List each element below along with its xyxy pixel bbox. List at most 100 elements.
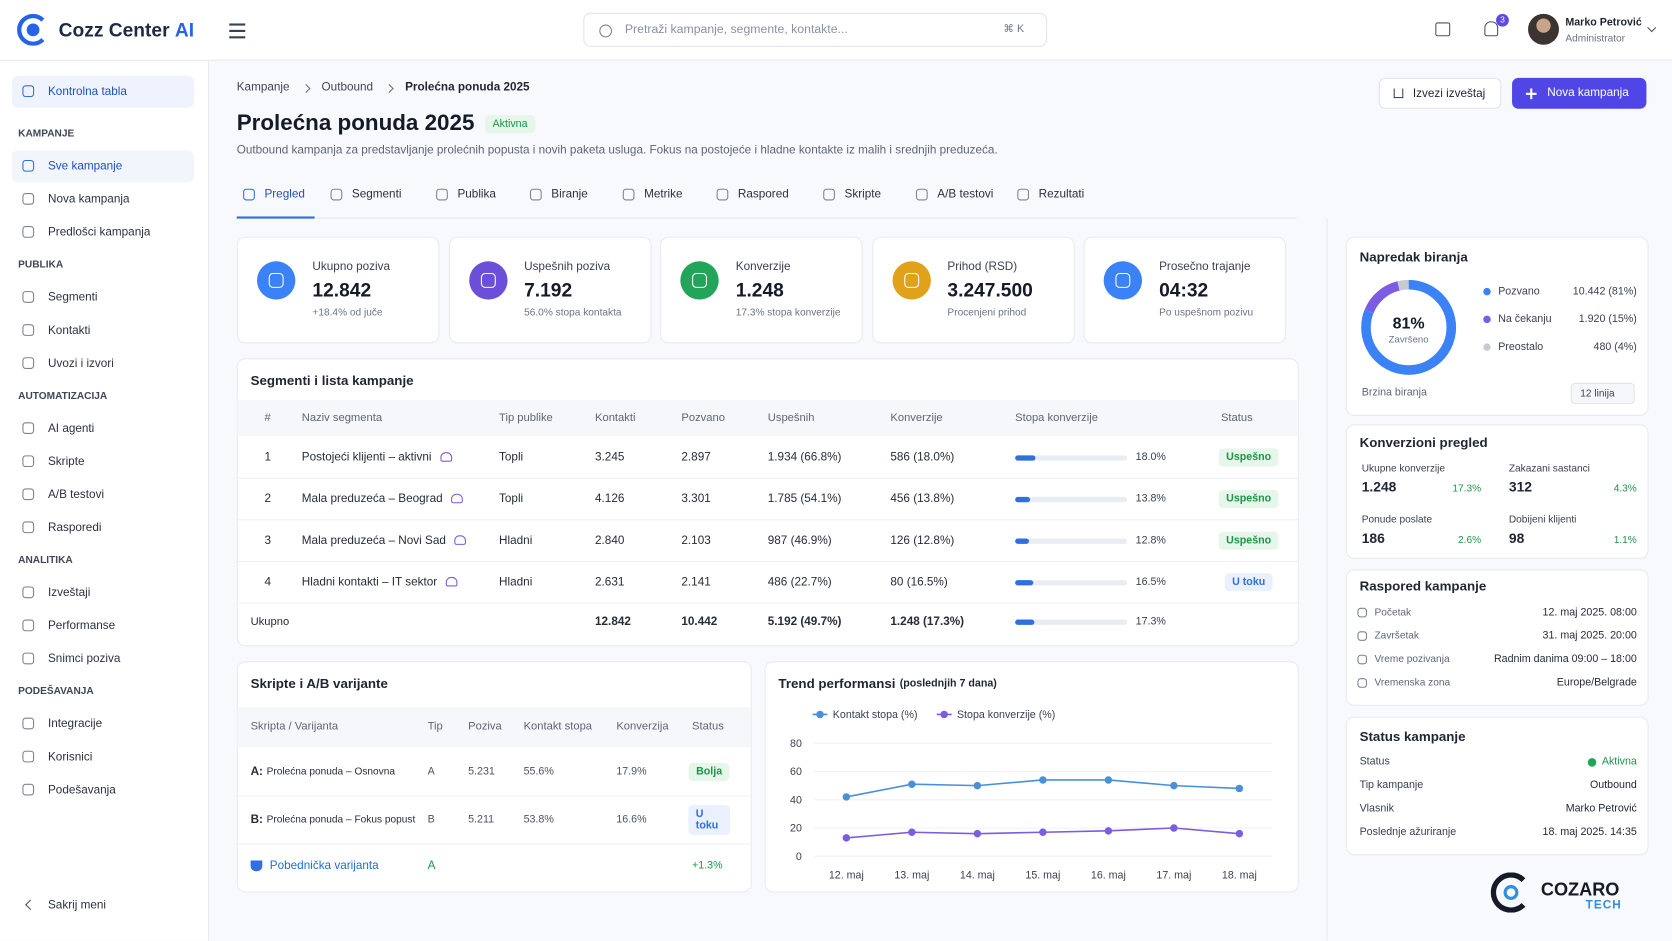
nav-item[interactable]: Kontrolna tabla (11, 75, 195, 108)
kpi-card: Prosečno trajanje 04:32 Po uspešnom pozivu (1083, 236, 1286, 344)
kpi-card: Konverzije 1.248 17.3% stopa konverzije (660, 236, 863, 344)
variant-name: Prolećna ponuda – Fokus popust (266, 814, 416, 826)
tab[interactable]: Rezultati (1038, 187, 1085, 201)
nav-item[interactable]: Snimci poziva (12, 643, 194, 675)
user-role: Administrator (1565, 33, 1626, 45)
nav-icon (22, 783, 35, 796)
schedule-label: Vreme pozivanja (1374, 653, 1450, 666)
nav-item[interactable]: A/B testovi (12, 479, 194, 511)
column-header: Kontakti (595, 411, 636, 425)
status-label: Poslednje ažuriranje (1359, 826, 1457, 839)
cell: 2.840 (595, 534, 625, 548)
kpi-icon (1103, 261, 1143, 300)
nav-icon (22, 652, 35, 665)
kpi-label: Ukupno poziva (312, 260, 391, 273)
nav-item[interactable]: Kontakti (12, 315, 194, 347)
breadcrumb-sep (384, 83, 394, 94)
nav-item[interactable]: Izveštaji (12, 577, 194, 609)
cell: 987 (46.9%) (767, 534, 832, 548)
segments-card: Segmenti i lista kampanje # Naziv segmenta… (236, 358, 1299, 647)
nav-item[interactable]: Uvozi i izvori (12, 348, 194, 380)
row-border (237, 519, 1298, 521)
tab[interactable]: Raspored (737, 187, 789, 201)
nav-item[interactable]: Performanse (12, 610, 194, 642)
legend-dot (1483, 343, 1491, 351)
tab-icon (915, 188, 928, 201)
notification-count: 3 (1496, 13, 1509, 27)
cell: 3.301 (681, 492, 711, 506)
tab[interactable]: Pregled (264, 187, 305, 201)
new-campaign-button[interactable]: Nova kampanja (1512, 77, 1647, 109)
tab[interactable]: A/B testovi (937, 187, 994, 201)
rate-label: 12.8% (1135, 534, 1166, 547)
nav-item[interactable]: Sve kampanje (11, 150, 195, 183)
variant-name: Prolećna ponuda – Osnovna (266, 766, 395, 778)
nav-item[interactable]: Korisnici (12, 741, 194, 773)
total-label: Ukupno (250, 615, 290, 629)
footer-logo-ring (1490, 872, 1532, 913)
nav-item[interactable]: AI agenti (12, 413, 194, 445)
kpi-icon-glyph (268, 272, 284, 288)
rate-track (1015, 496, 1128, 502)
export-button[interactable]: Izvezi izveštaj (1378, 77, 1502, 109)
nav-item[interactable]: Integracije (12, 708, 194, 740)
bell-icon[interactable] (1484, 21, 1499, 37)
nav-item[interactable]: Podešavanja (12, 774, 194, 806)
rate-bar (1015, 537, 1030, 544)
tab[interactable]: Metrike (644, 187, 683, 201)
nav-section-title: KAMPANJE (18, 127, 75, 140)
nav-item[interactable]: Nova kampanja (12, 183, 194, 215)
search-placeholder: Pretraži kampanje, segmente, kontakte... (624, 23, 848, 37)
nav-item[interactable]: Predlošci kampanja (12, 216, 194, 248)
card-title: Raspored kampanje (1359, 579, 1487, 594)
conversions-card: Konverzioni pregled Ukupne konverzije 1.24… (1345, 424, 1649, 559)
tab[interactable]: Segmenti (351, 187, 402, 201)
table-header (237, 399, 1298, 437)
legend-dot (1483, 315, 1491, 324)
column-header: Poziva (468, 719, 502, 733)
cell: 5.231 (468, 766, 495, 778)
nav-label: Izveštaji (47, 586, 91, 600)
cell: 2.141 (681, 575, 711, 589)
nav-item[interactable]: Segmenti (12, 282, 194, 314)
kpi-label: Prihod (RSD) (947, 260, 1018, 273)
search-box[interactable]: Pretraži kampanje, segmente, kontakte...… (583, 12, 1048, 47)
legend-name: Preostalo (1498, 341, 1544, 353)
nav-item[interactable]: Rasporedi (12, 512, 194, 544)
data-point (1104, 827, 1113, 835)
speed-select[interactable]: 12 linija (1570, 382, 1635, 405)
data-point (1039, 776, 1047, 784)
metric-change: 4.3% (1613, 483, 1637, 495)
status-label: Vlasnik (1359, 802, 1394, 815)
gift-icon[interactable] (1435, 22, 1451, 37)
row-border (237, 477, 1298, 479)
rate-label: 17.3% (1135, 615, 1166, 628)
tab[interactable]: Skripte (844, 187, 882, 201)
schedule-value: Radnim danima 09:00 – 18:00 (1493, 653, 1637, 666)
nav-item[interactable]: Skripte (12, 446, 194, 478)
menu-bar[interactable] (229, 29, 246, 32)
avatar[interactable] (1528, 13, 1559, 45)
donut-segment (1361, 279, 1457, 375)
schedule-value: Europe/Belgrade (1556, 677, 1637, 689)
nav-label: A/B testovi (47, 488, 105, 502)
y-tick-label: 40 (790, 794, 802, 806)
nav-icon (22, 488, 35, 501)
rate-bar (1015, 496, 1031, 502)
menu-bar[interactable] (229, 36, 246, 39)
data-point (1170, 824, 1178, 832)
status-badge: Uspešno (1218, 531, 1279, 550)
brand-name: Cozz Center (58, 19, 170, 41)
tab[interactable]: Biranje (551, 187, 588, 201)
menu-bar[interactable] (229, 23, 246, 26)
column-header: Status (692, 719, 724, 733)
cell: 456 (13.8%) (890, 492, 955, 506)
rate-track (1015, 537, 1128, 544)
schedule-card: Raspored kampanje Početak 12. maj 2025. 08… (1345, 569, 1649, 706)
cell: 53.8% (523, 814, 554, 826)
x-tick-label: 15. maj (1025, 870, 1060, 882)
nav-label: AI agenti (47, 422, 95, 436)
tab[interactable]: Publika (457, 187, 496, 201)
data-point (1235, 784, 1244, 793)
rate-label: 16.5% (1135, 576, 1166, 589)
